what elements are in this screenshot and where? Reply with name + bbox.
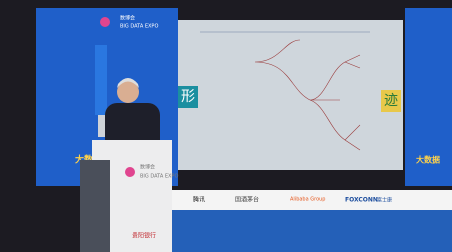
expo-logo-mark: [100, 17, 110, 27]
podium-side: [80, 160, 110, 252]
podium-logo-en: BIG DATA EXPO: [140, 174, 178, 180]
center-screen: [178, 20, 403, 170]
right-caption: 大数据: [416, 155, 440, 165]
podium-logo: 数博会: [140, 164, 155, 171]
scene: 数博会 BIG DATA EXPO 大数据 形 迹 大数据 腾讯 国酒茅台 Al…: [0, 0, 452, 252]
stage-floor: [172, 210, 452, 252]
podium-logo-mark: [125, 167, 135, 177]
sponsor: 富士康: [377, 197, 392, 204]
sponsor: Alibaba Group: [290, 197, 326, 203]
water-bottle: [98, 115, 105, 137]
sponsor: 腾讯: [193, 196, 205, 204]
expo-logo-en: BIG DATA EXPO: [120, 24, 158, 30]
right-char: 迹: [384, 93, 398, 109]
sponsor: 国酒茅台: [235, 196, 259, 204]
podium-bank: 贵阳银行: [132, 232, 156, 240]
expo-logo: 数博会: [120, 15, 135, 22]
left-char: 形: [181, 89, 195, 105]
vertical-banner: [95, 45, 107, 115]
sponsor: FOXCONN: [345, 197, 378, 204]
